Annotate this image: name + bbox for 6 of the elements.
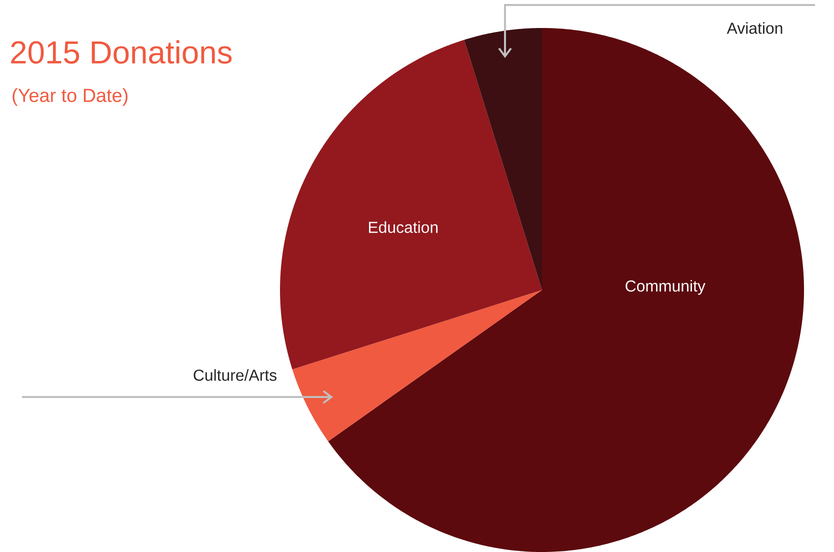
slice-label: Aviation [726, 22, 782, 34]
slice-label: Education [369, 221, 438, 233]
text: (Year to Date) [12, 88, 128, 106]
slice-label: Community [626, 280, 706, 295]
slice-label: Culture/Arts [194, 369, 276, 381]
chart-title: 2015 Donations [11, 40, 232, 64]
